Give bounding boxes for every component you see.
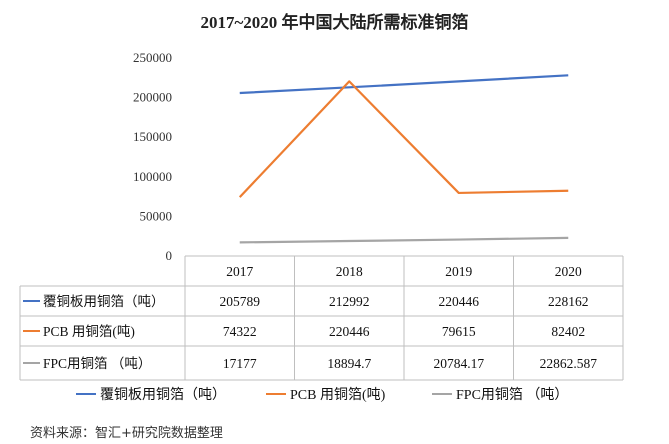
table-cell-value: 79615 bbox=[442, 324, 476, 339]
table-header-category: 2017 bbox=[226, 264, 253, 279]
y-tick-label: 250000 bbox=[133, 50, 172, 65]
table-cell-value: 220446 bbox=[329, 324, 370, 339]
table-cell-value: 18894.7 bbox=[327, 356, 371, 371]
legend: 覆铜板用铜箔（吨） PCB 用铜箔(吨) FPC用铜箔 （吨） bbox=[76, 387, 568, 403]
legend-label: 覆铜板用铜箔（吨） bbox=[100, 387, 226, 403]
y-tick-label: 150000 bbox=[133, 129, 172, 144]
table-row-series-name: PCB 用铜箔(吨) bbox=[43, 324, 135, 339]
table-cell-value: 22862.587 bbox=[540, 356, 598, 371]
table-cell-value: 17177 bbox=[223, 356, 257, 371]
table-header-category: 2019 bbox=[445, 264, 472, 279]
table-cell-value: 82402 bbox=[551, 324, 585, 339]
source-note: 资料来源：智汇+研究院数据整理 bbox=[30, 426, 223, 441]
y-tick-label: 200000 bbox=[133, 90, 172, 105]
table-header-category: 2020 bbox=[555, 264, 582, 279]
series-line-0 bbox=[239, 74, 569, 95]
y-tick-label: 100000 bbox=[133, 169, 172, 184]
table-cell-value: 20784.17 bbox=[433, 356, 484, 371]
table-header-category: 2018 bbox=[336, 264, 363, 279]
table-cell-value: 212992 bbox=[329, 294, 370, 309]
table-cell-value: 228162 bbox=[548, 294, 589, 309]
table-cell-value: 220446 bbox=[439, 294, 480, 309]
legend-label: PCB 用铜箔(吨) bbox=[290, 387, 386, 403]
series-lines bbox=[238, 74, 569, 244]
table-cell-value: 205789 bbox=[220, 294, 261, 309]
chart-title: 2017~2020 年中国大陆所需标准铜箔 bbox=[200, 13, 469, 32]
table-cell-value: 74322 bbox=[223, 324, 257, 339]
y-axis-ticks: 250000 200000 150000 100000 50000 0 bbox=[133, 50, 172, 263]
series-line-1 bbox=[238, 80, 569, 198]
data-table: 2017 2018 2019 2020 覆铜板用铜箔（吨） 205789 212992 220… bbox=[19, 255, 624, 381]
y-tick-label: 0 bbox=[166, 248, 173, 263]
series-line-2 bbox=[239, 236, 569, 244]
legend-label: FPC用铜箔 （吨） bbox=[456, 387, 568, 403]
y-tick-label: 50000 bbox=[140, 208, 173, 223]
table-row-series-name: FPC用铜箔 （吨） bbox=[43, 356, 151, 371]
table-row-series-name: 覆铜板用铜箔（吨） bbox=[43, 294, 165, 309]
